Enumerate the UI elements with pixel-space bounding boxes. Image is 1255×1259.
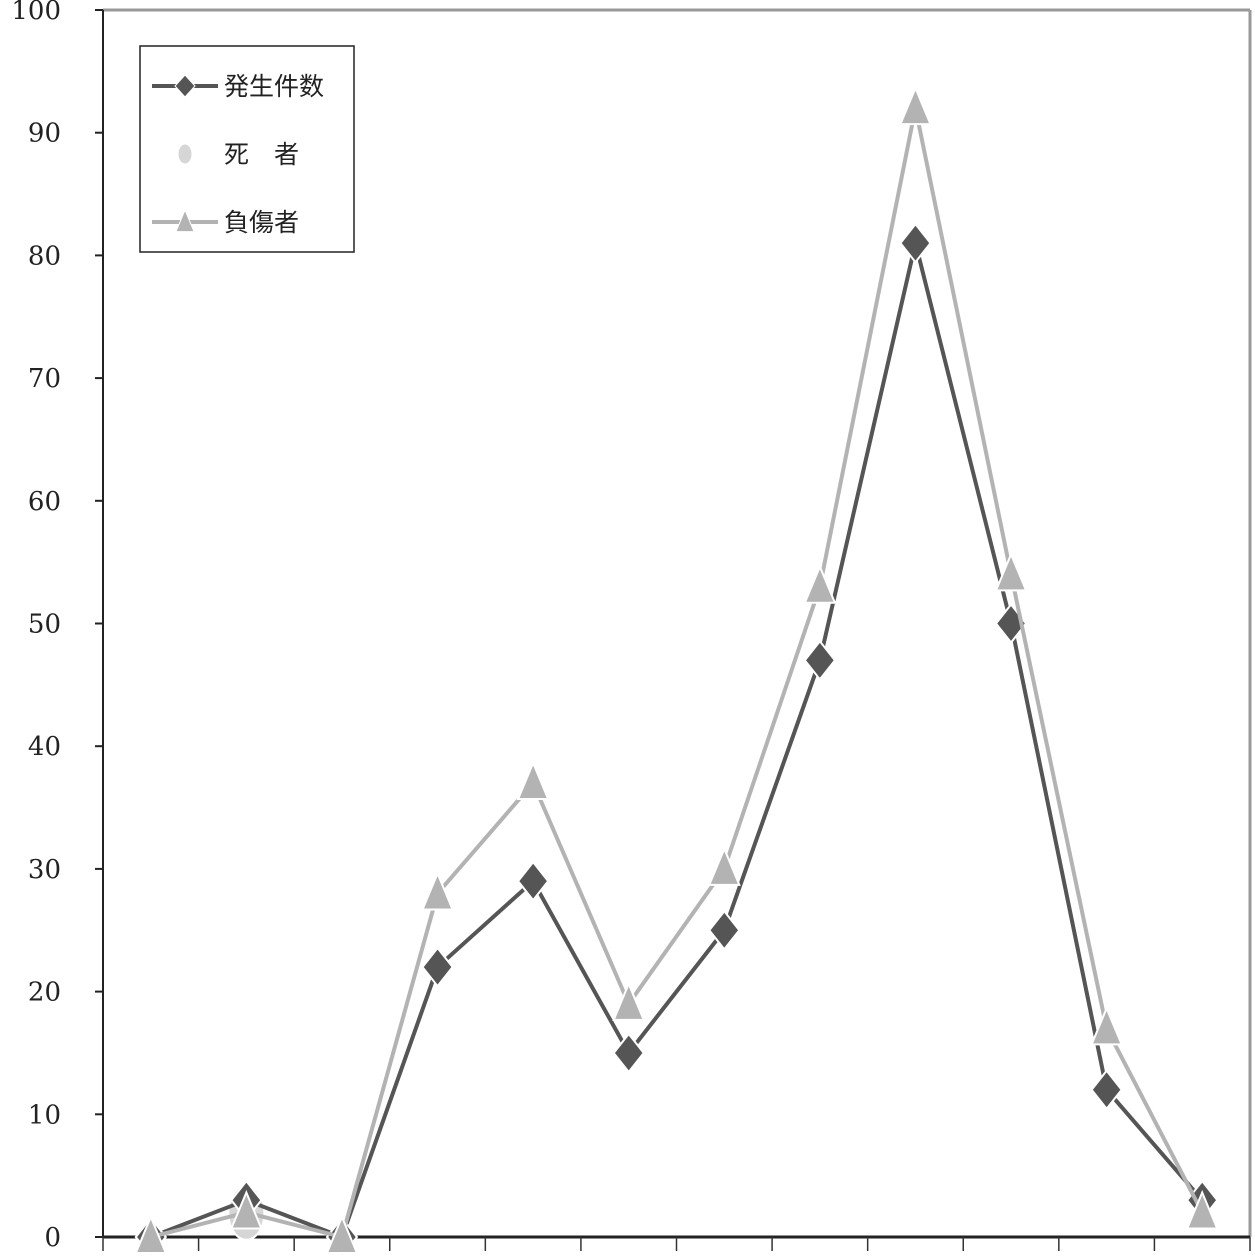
triangle-marker <box>134 1214 168 1254</box>
y-tick-label: 0 <box>44 1223 61 1253</box>
triangle-marker <box>516 760 550 801</box>
triangle-marker <box>994 551 1028 592</box>
triangle-marker <box>1090 1005 1124 1046</box>
y-tick-label: 80 <box>28 241 61 271</box>
y-tick-label: 100 <box>11 0 61 26</box>
diamond-marker <box>421 946 454 988</box>
diamond-marker <box>708 909 741 951</box>
y-tick-label: 20 <box>28 978 61 1008</box>
triangle-marker <box>175 208 195 233</box>
y-axis: 0 10 20 30 40 50 60 70 80 90 100 <box>11 0 104 1253</box>
y-tick-label: 60 <box>28 487 61 517</box>
legend-label: 発生件数 <box>224 72 324 101</box>
triangle-marker <box>421 870 455 911</box>
triangle-marker <box>707 846 741 886</box>
series-diamond <box>134 222 1219 1258</box>
plot-frame <box>103 8 1252 1237</box>
legend-label: 死 者 <box>224 140 299 169</box>
triangle-marker <box>898 85 932 126</box>
triangle-marker <box>803 564 837 604</box>
diamond-marker <box>516 860 550 902</box>
y-tick-label: 10 <box>28 1100 61 1130</box>
legend-item: 負傷者 <box>152 208 299 237</box>
circle-marker <box>177 143 193 165</box>
diamond-marker <box>174 74 196 98</box>
series-triangle <box>134 85 1219 1254</box>
diamond-marker <box>1090 1069 1123 1111</box>
diamond-marker <box>803 639 837 681</box>
legend-box <box>139 45 355 253</box>
legend-label: 負傷者 <box>224 208 299 237</box>
y-tick-label: 50 <box>28 610 61 640</box>
diamond-marker <box>899 222 932 264</box>
y-tick-label: 70 <box>28 364 61 394</box>
x-axis <box>102 1235 1251 1251</box>
y-tick-label: 90 <box>28 119 61 149</box>
legend-item: 発生件数 <box>152 72 324 101</box>
triangle-marker <box>325 1214 359 1254</box>
series-layer <box>134 85 1219 1258</box>
triangle-marker <box>612 981 646 1021</box>
triangle-marker <box>229 1189 263 1230</box>
legend-item: 死 者 <box>177 140 299 169</box>
series-line <box>150 106 1204 1239</box>
diamond-marker <box>612 1032 645 1074</box>
y-tick-label: 40 <box>28 732 61 762</box>
y-tick-label: 30 <box>28 855 61 885</box>
triangle-marker <box>1185 1189 1219 1230</box>
